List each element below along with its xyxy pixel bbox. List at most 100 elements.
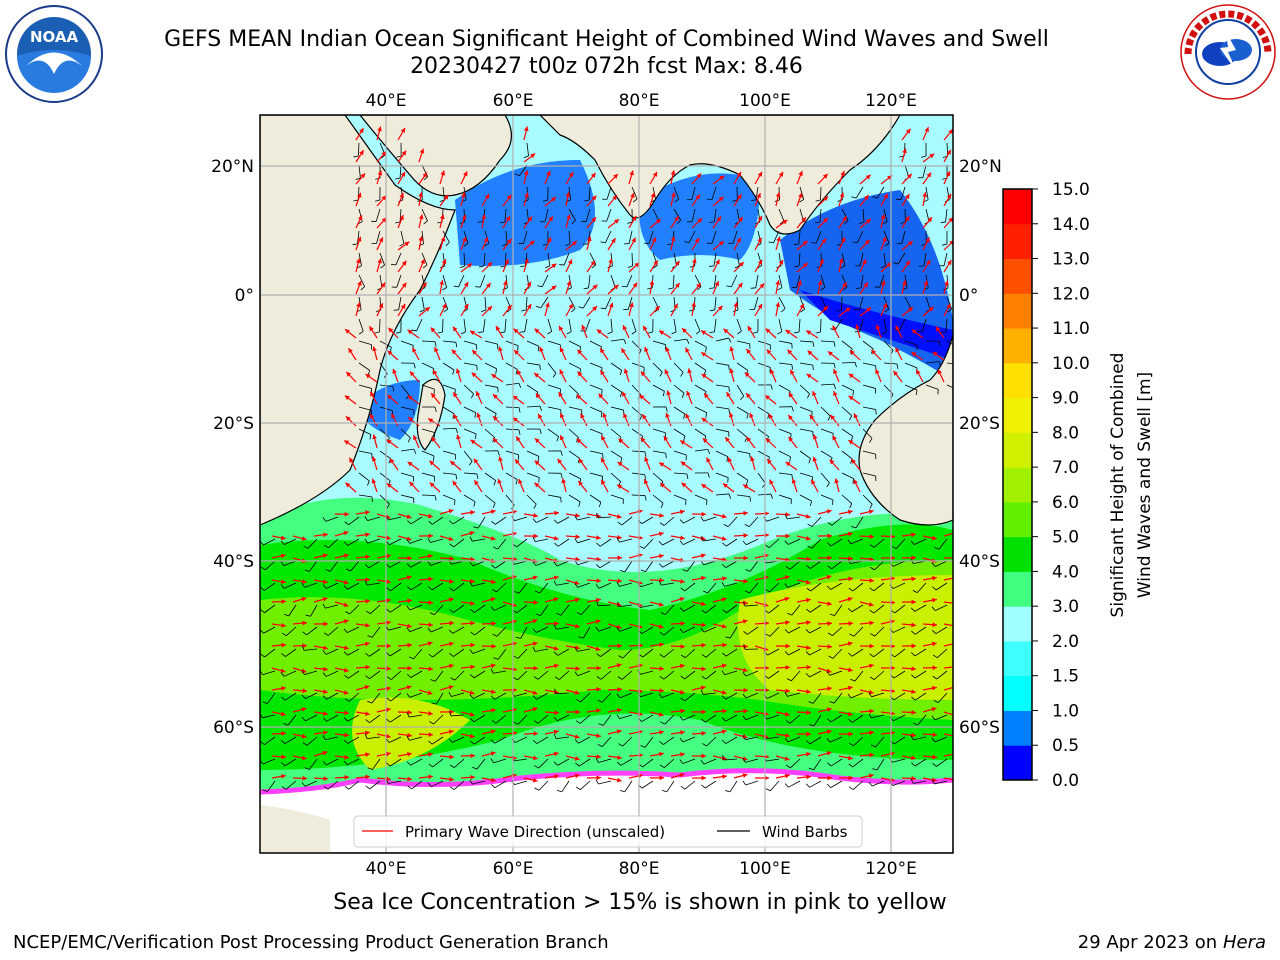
wave-arrowhead bbox=[302, 643, 307, 649]
wind-barb bbox=[399, 164, 402, 178]
wind-barb-flag bbox=[872, 196, 878, 199]
wave-arrowhead bbox=[472, 350, 477, 355]
wind-barb-flag bbox=[262, 789, 268, 792]
wave-arrowhead bbox=[882, 303, 888, 309]
wave-arrowhead bbox=[322, 597, 328, 602]
wind-barb-flag bbox=[806, 740, 811, 745]
wave-arrowhead bbox=[823, 306, 828, 311]
wind-barb bbox=[787, 582, 801, 588]
wind-barb bbox=[568, 318, 572, 332]
wave-arrowhead bbox=[853, 479, 858, 485]
wind-barb-flag bbox=[517, 345, 519, 351]
wind-barb bbox=[673, 186, 680, 200]
wind-barb-flag bbox=[301, 670, 305, 675]
wave-arrowhead bbox=[695, 194, 700, 200]
wave-arrowhead bbox=[911, 732, 916, 738]
wind-barb bbox=[725, 648, 738, 657]
wind-barb bbox=[325, 648, 339, 655]
wind-barb bbox=[568, 406, 582, 411]
wind-barb bbox=[442, 362, 455, 371]
wave-arrowhead bbox=[586, 236, 592, 242]
wind-barb-flag bbox=[722, 652, 727, 657]
wind-barb bbox=[505, 230, 508, 244]
wind-barb bbox=[904, 340, 918, 346]
wind-barb bbox=[791, 604, 801, 616]
wave-arrowhead bbox=[448, 536, 454, 542]
wave-arrowhead bbox=[470, 753, 475, 759]
wind-barb-flag bbox=[722, 542, 727, 547]
wind-barb-flag bbox=[280, 739, 286, 745]
wind-barb bbox=[642, 758, 654, 768]
lon-tick-label: 120°E bbox=[865, 859, 917, 879]
wind-barb bbox=[766, 516, 780, 522]
wind-barb bbox=[685, 648, 696, 659]
wave-arrowhead bbox=[670, 236, 676, 242]
wind-barb-flag bbox=[537, 285, 543, 288]
wind-barb bbox=[589, 384, 603, 390]
wave-arrowhead bbox=[617, 643, 622, 649]
wind-barb bbox=[601, 692, 612, 703]
wave-arrowhead bbox=[407, 555, 412, 561]
wind-barb-flag bbox=[571, 219, 576, 225]
wind-barb-flag bbox=[701, 675, 707, 680]
wind-barb-flag bbox=[406, 563, 411, 568]
wind-barb bbox=[913, 736, 927, 741]
wind-barb bbox=[367, 582, 381, 586]
wind-barb bbox=[664, 604, 675, 615]
credit-left: NCEP/EMC/Verification Post Processing Pr… bbox=[13, 932, 609, 953]
wave-arrowhead bbox=[743, 533, 748, 538]
wind-barb-flag bbox=[470, 718, 475, 723]
wave-arrowhead bbox=[719, 175, 725, 181]
wind-barb-flag bbox=[481, 309, 487, 313]
wind-barb bbox=[904, 296, 912, 309]
wave-arrowhead bbox=[685, 413, 690, 419]
wave-arrowhead bbox=[322, 553, 328, 559]
wind-barb-flag bbox=[583, 287, 589, 290]
wind-barb-flag bbox=[786, 678, 792, 682]
wave-arrowhead bbox=[449, 556, 454, 561]
wave-arrowhead bbox=[736, 237, 741, 243]
wind-barb bbox=[610, 450, 623, 459]
wind-barb bbox=[799, 384, 810, 395]
wind-barb bbox=[476, 758, 486, 770]
wind-barb-flag bbox=[422, 264, 428, 269]
wave-arrowhead bbox=[742, 667, 748, 673]
wind-barb-flag bbox=[869, 609, 875, 614]
wind-barb-flag bbox=[303, 545, 309, 549]
wave-arrowhead bbox=[453, 414, 458, 420]
wind-barb bbox=[705, 648, 717, 658]
wave-arrowhead bbox=[865, 174, 871, 180]
wind-barb-flag bbox=[680, 675, 685, 680]
wave-arrowhead bbox=[749, 412, 754, 418]
wave-arrowhead bbox=[701, 622, 706, 628]
wind-barb bbox=[766, 714, 780, 720]
wave-arrowhead bbox=[574, 756, 580, 761]
wind-barb-flag bbox=[627, 221, 633, 224]
wind-barb bbox=[369, 648, 381, 657]
wave-arrowhead bbox=[348, 348, 353, 354]
wind-barb-flag bbox=[868, 781, 873, 787]
wind-barb bbox=[262, 758, 276, 765]
wave-arrowhead bbox=[905, 128, 911, 134]
wind-barb-flag bbox=[449, 609, 454, 613]
wave-arrowhead bbox=[928, 306, 934, 312]
wind-barb bbox=[683, 626, 696, 633]
wind-barb-flag bbox=[407, 785, 412, 790]
wind-barb-flag bbox=[367, 700, 372, 704]
wave-arrowhead bbox=[632, 282, 638, 288]
wind-barb bbox=[442, 472, 456, 475]
wind-barb-flag bbox=[386, 697, 392, 702]
wind-barb bbox=[547, 340, 561, 346]
wind-barb bbox=[714, 296, 717, 310]
wind-barb bbox=[409, 692, 423, 698]
wave-arrowhead bbox=[931, 685, 937, 691]
wind-barb bbox=[914, 692, 927, 701]
wind-barb bbox=[577, 648, 591, 652]
wind-barb bbox=[715, 428, 729, 433]
wind-barb bbox=[798, 318, 801, 332]
wave-arrowhead bbox=[356, 192, 362, 198]
wind-barb bbox=[622, 736, 633, 747]
colorbar-swatch bbox=[1003, 675, 1032, 711]
wind-barb-flag bbox=[784, 691, 788, 697]
wave-arrowhead bbox=[428, 576, 433, 582]
